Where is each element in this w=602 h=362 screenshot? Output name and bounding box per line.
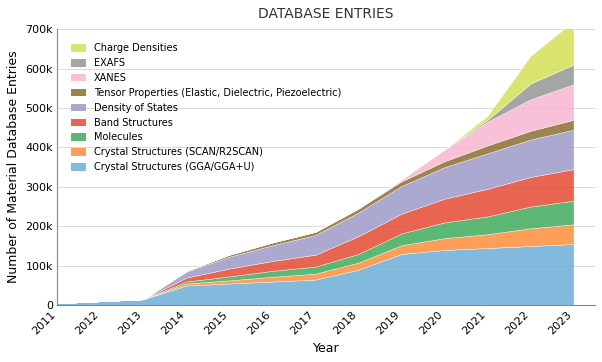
Title: DATABASE ENTRIES: DATABASE ENTRIES <box>258 7 394 21</box>
Y-axis label: Number of Material Database Entries: Number of Material Database Entries <box>7 51 20 283</box>
X-axis label: Year: Year <box>313 342 340 355</box>
Legend: Charge Densities, EXAFS, XANES, Tensor Properties (Elastic, Dielectric, Piezoele: Charge Densities, EXAFS, XANES, Tensor P… <box>67 39 345 176</box>
